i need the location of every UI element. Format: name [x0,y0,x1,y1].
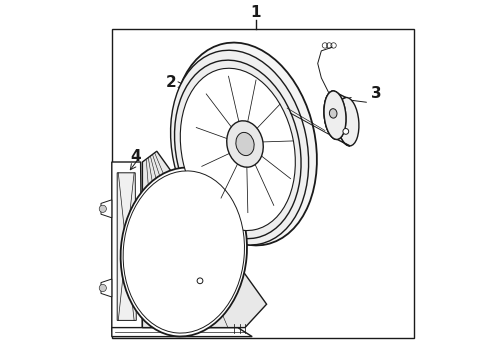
Circle shape [99,205,106,212]
Polygon shape [112,328,252,337]
Ellipse shape [123,171,245,333]
Ellipse shape [337,98,359,146]
Ellipse shape [180,68,295,230]
Ellipse shape [236,132,254,156]
Polygon shape [143,151,267,328]
Ellipse shape [329,109,337,118]
Ellipse shape [324,91,346,139]
Ellipse shape [174,60,301,239]
Circle shape [343,129,349,134]
Text: 2: 2 [166,75,176,90]
Polygon shape [324,91,350,146]
Polygon shape [101,200,112,218]
Ellipse shape [324,91,346,139]
Text: 4: 4 [130,149,141,164]
Text: 3: 3 [371,86,382,101]
Ellipse shape [171,50,309,245]
Polygon shape [101,279,112,297]
Text: 1: 1 [250,5,261,20]
Polygon shape [117,173,136,320]
Circle shape [197,278,203,284]
Ellipse shape [121,167,247,337]
Circle shape [99,284,106,292]
Ellipse shape [227,121,263,167]
Polygon shape [112,162,143,331]
Ellipse shape [173,42,317,246]
